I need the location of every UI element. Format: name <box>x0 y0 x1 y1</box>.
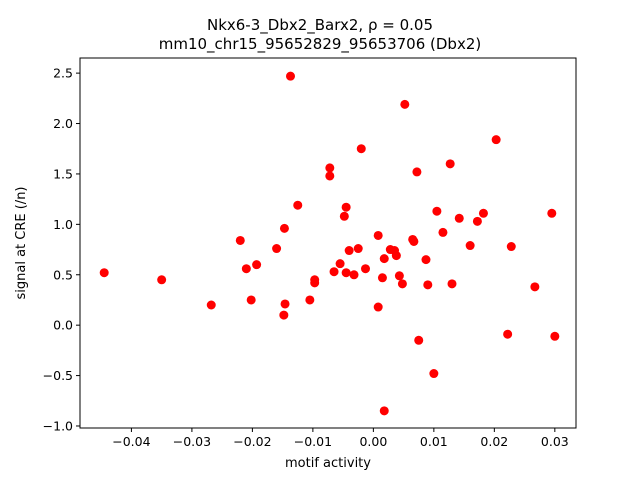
data-point-3 <box>235 235 245 245</box>
x-tick-label: −0.02 <box>233 434 271 449</box>
data-point-10 <box>279 310 289 320</box>
data-point-45 <box>429 369 439 379</box>
y-tick-label: −1.0 <box>43 418 73 433</box>
data-point-21 <box>341 202 351 212</box>
data-point-51 <box>465 241 475 251</box>
data-point-7 <box>272 244 282 254</box>
plot-area-frame <box>79 57 577 429</box>
data-point-54 <box>491 135 501 145</box>
y-tick-label: 1.5 <box>53 166 73 181</box>
x-tick-label: −0.03 <box>173 434 211 449</box>
data-point-20 <box>339 211 349 221</box>
y-tick-label: 2.0 <box>53 116 73 131</box>
data-point-28 <box>373 230 383 240</box>
data-point-35 <box>391 251 401 261</box>
data-point-47 <box>438 227 448 237</box>
data-point-52 <box>472 216 482 226</box>
data-point-23 <box>344 246 354 256</box>
data-point-42 <box>414 335 424 345</box>
data-point-43 <box>421 255 431 265</box>
data-point-5 <box>246 295 256 305</box>
data-point-56 <box>506 242 516 252</box>
data-point-1 <box>157 275 167 285</box>
data-point-18 <box>329 267 339 277</box>
chart-title-line1: Nkx6-3_Dbx2_Barx2, ρ = 0.05 <box>207 16 433 35</box>
data-point-53 <box>478 208 488 218</box>
y-tick-label: 0.5 <box>53 267 73 282</box>
data-point-58 <box>547 208 557 218</box>
data-point-11 <box>286 71 295 81</box>
x-tick-label: 0.01 <box>420 434 448 449</box>
data-point-0 <box>99 268 109 278</box>
data-point-2 <box>206 300 216 310</box>
data-point-44 <box>423 280 433 290</box>
x-tick-label: 0.03 <box>541 434 569 449</box>
x-tick-label: −0.04 <box>112 434 150 449</box>
data-point-17 <box>325 171 335 181</box>
data-point-24 <box>349 270 359 280</box>
data-point-9 <box>280 299 290 309</box>
data-point-40 <box>409 236 419 246</box>
data-point-30 <box>377 273 387 283</box>
y-tick-label: 2.5 <box>53 66 73 81</box>
data-point-55 <box>503 329 513 339</box>
chart-title-line2: mm10_chr15_95652829_95653706 (Dbx2) <box>159 35 481 54</box>
y-axis-ticks: −1.0 −0.5 0.0 0.5 1.0 1.5 2.0 2.5 <box>43 66 80 433</box>
data-point-27 <box>361 264 370 274</box>
data-point-48 <box>445 159 455 169</box>
data-point-36 <box>394 271 404 281</box>
data-point-32 <box>379 406 389 416</box>
x-axis-label: motif activity <box>285 456 371 471</box>
data-point-50 <box>454 213 464 223</box>
x-tick-label: −0.01 <box>294 434 332 449</box>
data-point-46 <box>432 206 442 216</box>
data-point-29 <box>373 302 383 312</box>
data-point-31 <box>379 254 389 264</box>
data-point-8 <box>279 223 289 233</box>
y-tick-label: 0.0 <box>53 318 73 333</box>
y-axis-label: signal at CRE (/n) <box>14 186 29 299</box>
data-point-26 <box>356 144 366 154</box>
data-point-4 <box>241 264 251 274</box>
y-tick-label: −0.5 <box>43 368 73 383</box>
data-point-6 <box>252 260 262 270</box>
data-point-49 <box>447 279 457 289</box>
data-point-15 <box>310 278 320 288</box>
data-point-57 <box>530 282 540 292</box>
data-point-12 <box>293 200 303 210</box>
data-point-19 <box>335 259 345 269</box>
data-point-16 <box>325 163 335 173</box>
x-axis-ticks: −0.04 −0.03 −0.02 −0.01 0.00 0.01 0.02 0.03 <box>112 428 569 449</box>
data-point-41 <box>412 167 422 177</box>
data-points <box>99 71 560 416</box>
data-point-22 <box>341 268 351 278</box>
data-point-59 <box>550 331 560 341</box>
x-tick-label: 0.02 <box>480 434 508 449</box>
data-point-38 <box>400 99 410 109</box>
data-point-13 <box>305 295 315 305</box>
y-tick-label: 1.0 <box>53 217 73 232</box>
data-point-25 <box>353 244 363 254</box>
data-point-37 <box>397 279 407 289</box>
x-tick-label: 0.00 <box>359 434 387 449</box>
